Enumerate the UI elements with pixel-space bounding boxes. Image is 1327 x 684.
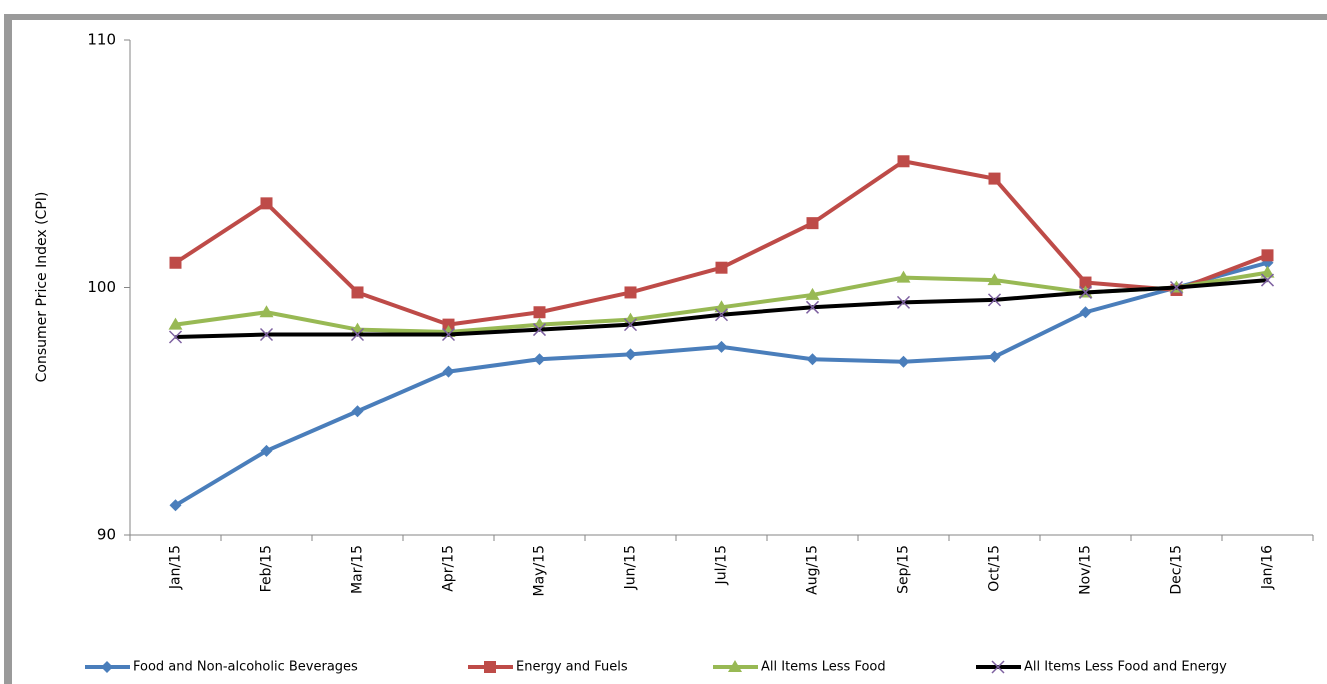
marker bbox=[1261, 249, 1274, 262]
marker bbox=[715, 340, 728, 353]
x-tick-label: Aug/15 bbox=[805, 545, 821, 595]
y-axis-label: Consumer Price Index (CPI) bbox=[34, 192, 50, 383]
marker bbox=[987, 293, 1002, 307]
legend-label: Energy and Fuels bbox=[516, 660, 628, 675]
marker bbox=[896, 270, 911, 283]
x-tick-label: Nov/15 bbox=[1078, 545, 1094, 595]
marker bbox=[1169, 280, 1184, 295]
x-tick-label: Sep/15 bbox=[896, 545, 912, 594]
marker bbox=[806, 353, 819, 366]
marker bbox=[805, 300, 820, 314]
x-tick-label: Feb/15 bbox=[259, 545, 275, 592]
marker bbox=[168, 317, 183, 330]
marker bbox=[533, 306, 546, 319]
marker bbox=[260, 197, 273, 210]
marker bbox=[991, 660, 1005, 674]
marker bbox=[624, 286, 637, 299]
marker bbox=[714, 300, 729, 313]
marker bbox=[896, 295, 911, 309]
x-tick-label: Jun/15 bbox=[623, 545, 639, 590]
marker bbox=[350, 327, 365, 342]
marker bbox=[442, 318, 455, 331]
marker bbox=[988, 350, 1001, 363]
x-tick-label: Apr/15 bbox=[441, 545, 457, 592]
marker bbox=[987, 273, 1002, 286]
marker bbox=[897, 155, 910, 168]
marker bbox=[442, 365, 455, 378]
marker bbox=[624, 348, 637, 361]
marker bbox=[259, 327, 274, 342]
marker bbox=[623, 318, 638, 332]
y-tick-label: 110 bbox=[87, 31, 116, 49]
marker bbox=[259, 305, 274, 318]
marker bbox=[728, 660, 742, 672]
x-tick-label: Jan/16 bbox=[1260, 545, 1276, 590]
marker bbox=[806, 217, 819, 230]
marker bbox=[441, 327, 456, 342]
marker bbox=[897, 355, 910, 368]
marker bbox=[1260, 265, 1275, 278]
marker bbox=[168, 330, 183, 344]
marker bbox=[101, 661, 113, 673]
x-tick-label: Oct/15 bbox=[987, 545, 1003, 592]
marker bbox=[714, 308, 729, 322]
marker bbox=[169, 499, 182, 512]
x-tick-label: Mar/15 bbox=[350, 545, 366, 594]
marker bbox=[1079, 276, 1092, 289]
marker bbox=[169, 256, 182, 269]
marker bbox=[533, 353, 546, 366]
marker bbox=[351, 405, 364, 418]
marker bbox=[532, 323, 547, 337]
marker bbox=[1078, 285, 1093, 299]
marker bbox=[1260, 273, 1275, 287]
x-tick-label: May/15 bbox=[532, 545, 548, 596]
y-tick-label: 90 bbox=[97, 526, 116, 544]
marker bbox=[715, 261, 728, 274]
legend-label: Food and Non-alcoholic Beverages bbox=[133, 660, 358, 675]
marker bbox=[484, 661, 496, 673]
marker bbox=[260, 444, 273, 457]
y-tick-label: 100 bbox=[87, 278, 116, 296]
x-tick-label: Dec/15 bbox=[1169, 545, 1185, 595]
marker bbox=[988, 172, 1001, 185]
marker bbox=[1079, 306, 1092, 319]
marker bbox=[805, 287, 820, 300]
x-tick-label: Jan/15 bbox=[168, 545, 184, 590]
legend-label: All Items Less Food and Energy bbox=[1024, 660, 1227, 675]
marker bbox=[351, 286, 364, 299]
x-tick-label: Jul/15 bbox=[714, 545, 730, 585]
legend-label: All Items Less Food bbox=[761, 660, 886, 675]
